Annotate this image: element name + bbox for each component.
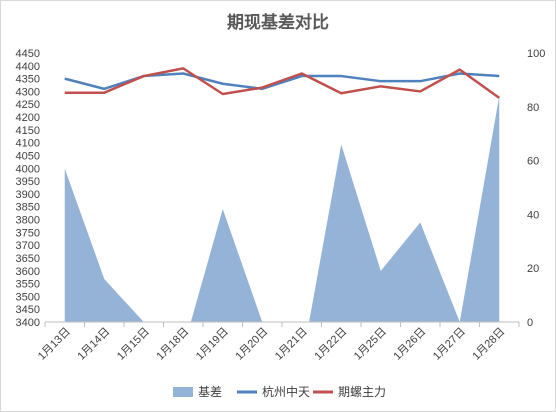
left-tick-label: 4400: [16, 61, 40, 73]
right-tick-label: 100: [527, 48, 545, 60]
x-tick-label: 1月25日: [352, 326, 389, 363]
x-tick-label: 1月19日: [194, 326, 231, 363]
x-tick-label: 1月22日: [312, 326, 349, 363]
x-tick-label: 1月21日: [273, 326, 310, 363]
axes-layer: [44, 321, 520, 327]
left-tick-label: 4350: [16, 74, 40, 86]
x-tick-label: 1月13日: [36, 326, 73, 363]
series-line-futures-rebar-main: [64, 67, 500, 99]
x-tick-label: 1月27日: [431, 326, 468, 363]
left-tick-label: 4050: [16, 150, 40, 162]
left-tick-label: 4200: [16, 112, 40, 124]
left-tick-label: 3450: [16, 304, 40, 316]
x-tick-label: 1月26日: [391, 326, 428, 363]
price-lines-layer: [64, 67, 500, 99]
left-tick-label: 3600: [16, 266, 40, 278]
basis-area-layer: [64, 96, 500, 322]
series-area-basis: [64, 96, 500, 322]
x-tick-label: 1月15日: [115, 326, 152, 363]
left-tick-label: 3650: [16, 253, 40, 265]
chart-title: 期现基差对比: [227, 12, 329, 33]
left-tick-label: 4450: [16, 48, 40, 60]
left-tick-label: 3550: [16, 279, 40, 291]
right-tick-label: 80: [527, 102, 539, 114]
left-tick-label: 4000: [16, 163, 40, 175]
left-tick-label: 3700: [16, 240, 40, 252]
right-axis-ticks: 0 20 40 60 80 100: [527, 48, 545, 329]
x-tick-label: 1月20日: [233, 326, 270, 363]
right-tick-label: 20: [527, 263, 539, 275]
left-tick-label: 4100: [16, 138, 40, 150]
left-tick-label: 4150: [16, 125, 40, 137]
left-tick-label: 3750: [16, 227, 40, 239]
x-axis-ticks: 1月13日 1月14日 1月15日 1月18日 1月19日 1月20日 1月21日 1月22日…: [36, 326, 508, 363]
legend-swatch-area: [173, 387, 193, 397]
left-tick-label: 3400: [16, 317, 40, 329]
x-tick-label: 1月28日: [470, 326, 507, 363]
right-tick-label: 0: [527, 317, 533, 329]
left-tick-label: 3800: [16, 215, 40, 227]
legend-entry: 基差: [198, 385, 222, 399]
left-tick-label: 3850: [16, 202, 40, 214]
legend-entry: 期螺主力: [338, 385, 386, 399]
left-tick-label: 3500: [16, 291, 40, 303]
left-tick-label: 4250: [16, 99, 40, 111]
left-tick-label: 3900: [16, 189, 40, 201]
left-tick-label: 3950: [16, 176, 40, 188]
chart-legend: 基差 杭州中天 期螺主力: [173, 384, 386, 399]
left-axis-ticks: 3400345035003550360036503700375038003850…: [16, 48, 40, 329]
left-tick-label: 4300: [16, 86, 40, 98]
right-tick-label: 40: [527, 209, 539, 221]
right-tick-label: 60: [527, 156, 539, 168]
x-tick-label: 1月14日: [75, 326, 112, 363]
x-tick-label: 1月18日: [154, 326, 191, 363]
legend-entry: 杭州中天: [262, 384, 310, 399]
